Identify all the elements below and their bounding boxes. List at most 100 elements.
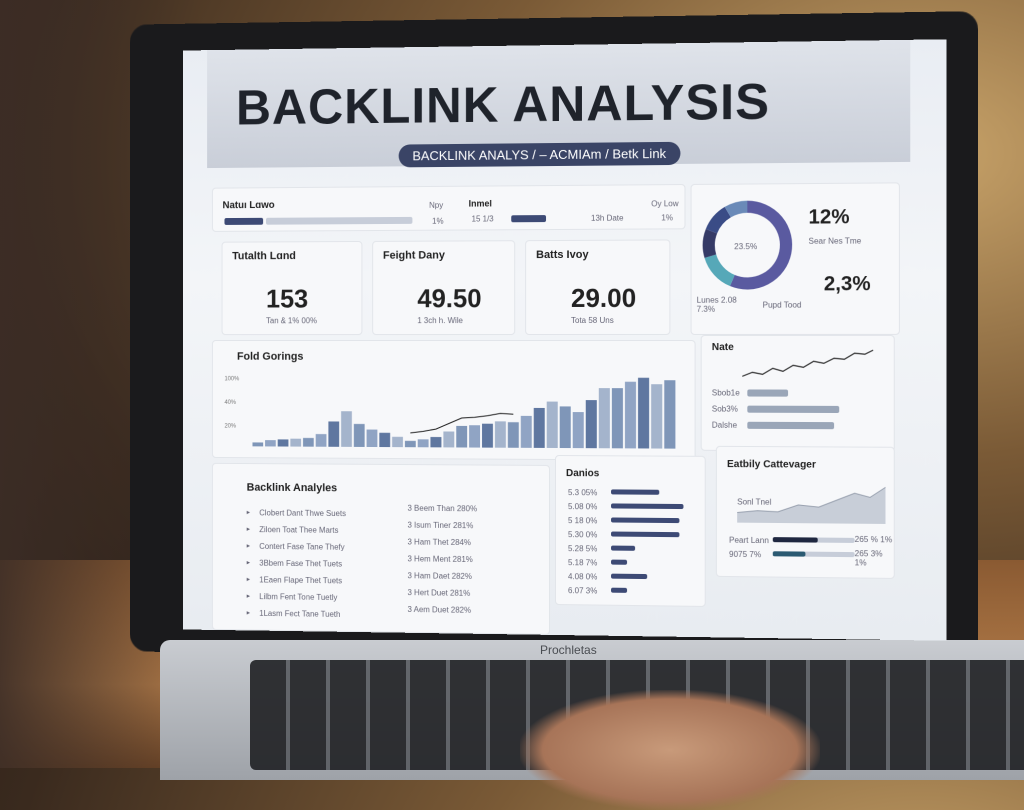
bar bbox=[405, 441, 416, 447]
donut-center: 23.5% bbox=[734, 242, 757, 251]
note-title: Nate bbox=[712, 342, 734, 353]
bar bbox=[252, 442, 263, 446]
bar bbox=[586, 400, 597, 448]
strip-right-small: Oy Low bbox=[651, 199, 678, 208]
category-row-label: Peart Lann bbox=[729, 536, 769, 545]
kpi-card: Tutalth Lɑnd 153 Tan & 1% 00% bbox=[222, 241, 363, 335]
donut-slice bbox=[711, 212, 727, 231]
bar bbox=[638, 378, 649, 449]
y-tick-label: 20% bbox=[224, 424, 236, 430]
analyses-row-name: Clobert Dant Thwe Suets bbox=[259, 508, 346, 518]
analyses-row-value: 3 Hem Ment 281% bbox=[408, 554, 473, 564]
domain-row-bar bbox=[611, 517, 679, 523]
bar bbox=[625, 382, 636, 449]
strip-bar bbox=[224, 218, 263, 225]
row-arrow-icon: ▸ bbox=[247, 609, 250, 617]
analyses-row-name: 1Lasm Fect Tane Tueth bbox=[259, 609, 340, 619]
bar bbox=[341, 411, 352, 447]
bar bbox=[418, 439, 429, 447]
domains-card: Danios 5.3 05% 5.08 0% 5 18 0% 5.30 0% 5.28 … bbox=[555, 455, 706, 607]
kpi-label: Feight Dany bbox=[383, 250, 445, 262]
domain-row-bar bbox=[611, 532, 679, 538]
analyses-row-value: 3 Beem Than 280% bbox=[408, 504, 478, 514]
note-row-bar bbox=[747, 422, 834, 429]
bar bbox=[328, 421, 339, 446]
strip-mid-label: Inmel bbox=[469, 198, 492, 208]
row-arrow-icon: ▸ bbox=[247, 508, 250, 516]
domain-row-label: 5.28 5% bbox=[568, 544, 597, 553]
note-row-label: Dalshe bbox=[712, 421, 737, 430]
top-strip: Natuı Lɑwo Npy 1% Inmel 15 1/3 13h Date … bbox=[212, 184, 686, 232]
bar bbox=[612, 388, 623, 448]
bar bbox=[392, 437, 403, 447]
analyses-row-name: 3Bbem Fase Thet Tuets bbox=[259, 559, 342, 569]
stat-1: 12% bbox=[809, 206, 850, 230]
strip-small: Npy bbox=[429, 201, 443, 210]
bar bbox=[573, 412, 584, 448]
bar bbox=[316, 434, 327, 447]
strip-pct: 1% bbox=[432, 217, 443, 226]
analyses-row-value: 3 Isum Tiner 281% bbox=[408, 521, 474, 531]
note-card: Nate Sbob1e Sob3% Dalshe bbox=[701, 335, 895, 452]
analyses-title: Backlink Analyles bbox=[247, 482, 337, 495]
bar-chart: 100% 40% 20% bbox=[223, 363, 687, 459]
analyses-row-name: 1Eaen Flape Thet Tuets bbox=[259, 575, 342, 585]
bar bbox=[265, 440, 276, 446]
domain-row-bar bbox=[611, 574, 647, 579]
kpi-sub: Tota 58 Uns bbox=[571, 316, 614, 325]
category-card: Eatbily Cattevager Sonl Tnel Peart Lann 2… bbox=[716, 446, 895, 579]
domain-row-bar bbox=[611, 546, 635, 551]
domains-title: Danios bbox=[566, 468, 599, 479]
bar bbox=[560, 406, 571, 448]
category-row-bar bbox=[773, 551, 806, 556]
analyses-row-value: 3 Ham Thet 284% bbox=[408, 538, 471, 548]
donut-legend-right: Pupd Tood bbox=[763, 301, 802, 310]
strip-label: Natuı Lɑwo bbox=[223, 200, 275, 211]
page-title: BACKLINK ANALYSIS bbox=[236, 72, 770, 136]
analyses-row-value: 3 Aem Duet 282% bbox=[408, 605, 472, 615]
analyses-row-name: Ziloen Toat Thee Marts bbox=[259, 525, 338, 535]
row-arrow-icon: ▸ bbox=[247, 559, 250, 567]
donut-slice bbox=[728, 207, 748, 212]
kpi-value: 153 bbox=[266, 284, 308, 315]
row-arrow-icon: ▸ bbox=[247, 525, 250, 533]
note-line-chart bbox=[742, 348, 875, 384]
breadcrumb[interactable]: BACKLINK ANALYS / – ACMIAm / Betk Link bbox=[399, 142, 681, 168]
kpi-card: Feight Dany 49.50 1 3ch h. Wile bbox=[372, 240, 515, 335]
bar bbox=[521, 416, 532, 448]
analyses-row-name: Contert Fase Tane Thefy bbox=[259, 542, 344, 552]
bar bbox=[443, 431, 454, 447]
dashboard-screen: BACKLINK ANALYSIS BACKLINK ANALYS / – AC… bbox=[183, 39, 946, 640]
chart-title: Fold Gorings bbox=[237, 351, 303, 363]
domain-row-label: 6.07 3% bbox=[568, 586, 597, 595]
bar bbox=[303, 438, 314, 447]
donut-slice bbox=[709, 231, 712, 256]
strip-mid-value: 15 1/3 bbox=[472, 214, 494, 223]
analyses-row-value: 3 Ham Daet 282% bbox=[408, 571, 472, 581]
bar bbox=[354, 424, 365, 447]
bar bbox=[482, 424, 493, 448]
domain-row-label: 5.3 05% bbox=[568, 488, 597, 497]
bar bbox=[379, 433, 390, 447]
analyses-card: Backlink Analyles ▸ Clobert Dant Thwe Sue… bbox=[212, 463, 550, 635]
y-tick-label: 40% bbox=[224, 400, 236, 406]
domain-row-label: 5.08 0% bbox=[568, 502, 597, 511]
domain-row-label: 4.08 0% bbox=[568, 572, 597, 581]
bar bbox=[431, 437, 442, 447]
note-row-bar bbox=[747, 406, 839, 413]
kpi-value: 49.50 bbox=[417, 283, 481, 314]
kpi-sub: Tan & 1% 00% bbox=[266, 316, 317, 325]
category-row-label: 9075 7% bbox=[729, 550, 761, 559]
donut-slice bbox=[710, 256, 732, 281]
donut-card: 23.5% Lunes 2.08 7.3% Pupd Tood 12% Sear… bbox=[691, 182, 900, 335]
domain-row-bar bbox=[611, 560, 627, 565]
kpi-label: Batts Ivoy bbox=[536, 249, 588, 261]
bar bbox=[651, 384, 662, 448]
bar bbox=[508, 422, 519, 448]
bar bbox=[367, 430, 378, 447]
laptop-brand: Prochletas bbox=[540, 643, 597, 657]
bar bbox=[278, 439, 289, 446]
domain-row-bar bbox=[611, 489, 659, 494]
analyses-row-name: Lilbm Fent Tone Tuetly bbox=[259, 592, 337, 602]
bar bbox=[290, 439, 301, 447]
